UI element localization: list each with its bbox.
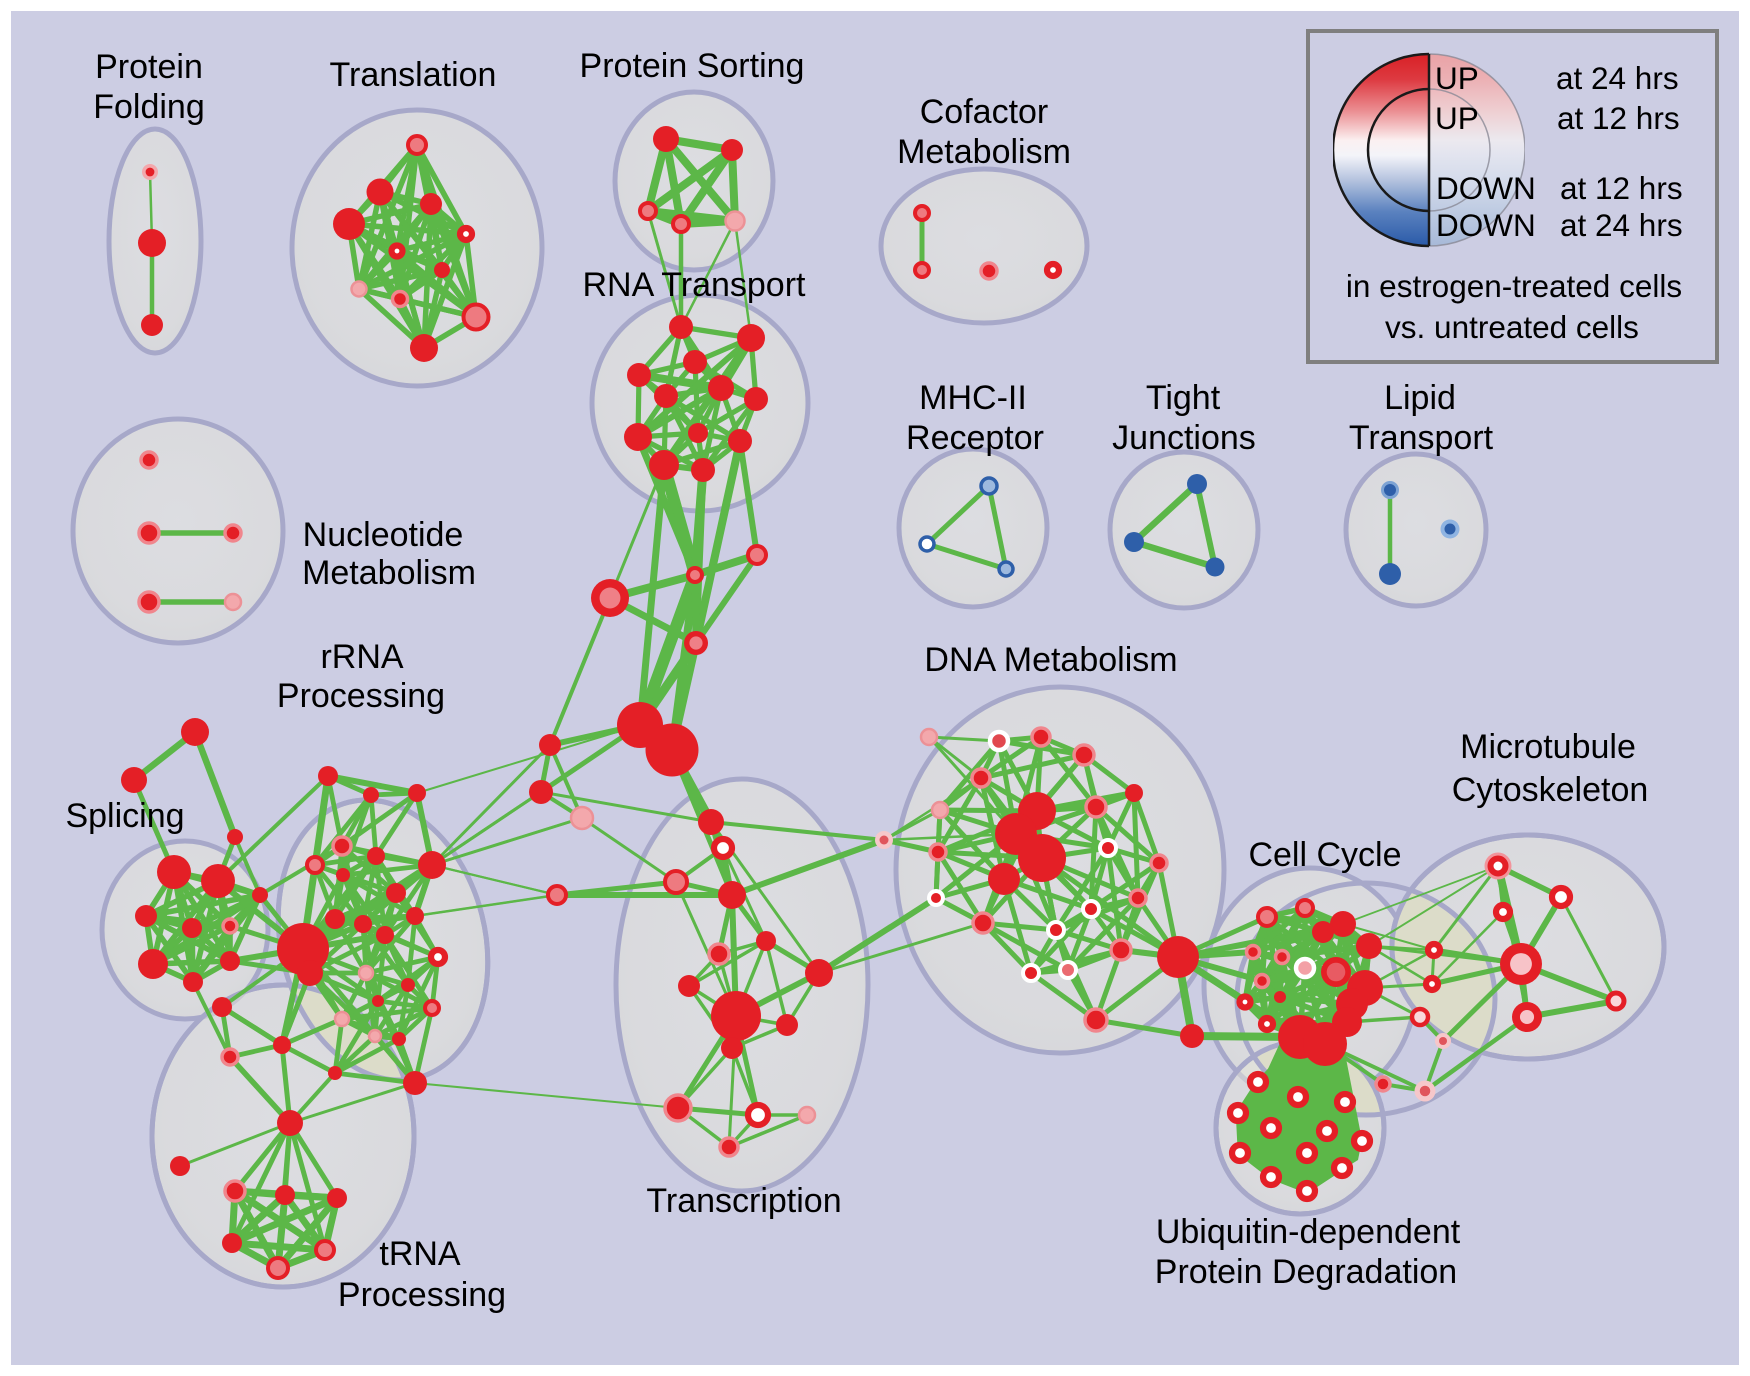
svg-text:Tight: Tight — [1146, 379, 1221, 417]
svg-text:MHC-II: MHC-II — [919, 379, 1027, 417]
svg-text:RNA Transport: RNA Transport — [583, 266, 807, 304]
svg-text:Lipid: Lipid — [1384, 379, 1456, 417]
svg-text:Transcription: Transcription — [646, 1182, 841, 1220]
svg-text:Processing: Processing — [277, 677, 445, 715]
svg-text:Splicing: Splicing — [65, 797, 184, 835]
svg-text:at 24 hrs: at 24 hrs — [1556, 60, 1679, 96]
svg-text:at 12 hrs: at 12 hrs — [1557, 100, 1680, 136]
svg-text:DOWN: DOWN — [1436, 207, 1536, 243]
svg-text:Protein: Protein — [95, 48, 203, 86]
svg-text:UP: UP — [1435, 60, 1479, 96]
svg-text:Nucleotide: Nucleotide — [303, 516, 464, 554]
svg-text:UP: UP — [1435, 100, 1479, 136]
svg-text:Folding: Folding — [93, 88, 205, 126]
svg-text:Cofactor: Cofactor — [920, 93, 1049, 131]
svg-text:Metabolism: Metabolism — [897, 133, 1071, 171]
svg-text:DNA Metabolism: DNA Metabolism — [924, 641, 1177, 679]
svg-text:at 12 hrs: at 12 hrs — [1560, 170, 1683, 206]
svg-text:at 24 hrs: at 24 hrs — [1560, 207, 1683, 243]
svg-text:rRNA: rRNA — [320, 638, 403, 676]
svg-text:Protein Sorting: Protein Sorting — [580, 47, 805, 85]
svg-text:DOWN: DOWN — [1436, 170, 1536, 206]
svg-text:Ubiquitin-dependent: Ubiquitin-dependent — [1156, 1213, 1461, 1251]
svg-text:Translation: Translation — [330, 56, 497, 94]
svg-text:Cytoskeleton: Cytoskeleton — [1452, 771, 1649, 809]
svg-text:Cell Cycle: Cell Cycle — [1248, 836, 1401, 874]
svg-text:Junctions: Junctions — [1112, 419, 1256, 457]
svg-text:Microtubule: Microtubule — [1460, 728, 1636, 766]
svg-text:Transport: Transport — [1349, 419, 1494, 457]
svg-text:tRNA: tRNA — [379, 1235, 461, 1273]
svg-text:Processing: Processing — [338, 1276, 506, 1314]
svg-text:vs. untreated cells: vs. untreated cells — [1385, 309, 1639, 345]
svg-text:Protein Degradation: Protein Degradation — [1155, 1253, 1457, 1291]
svg-text:Receptor: Receptor — [906, 419, 1044, 457]
svg-text:in estrogen-treated cells: in estrogen-treated cells — [1346, 268, 1682, 304]
svg-text:Metabolism: Metabolism — [302, 554, 476, 592]
